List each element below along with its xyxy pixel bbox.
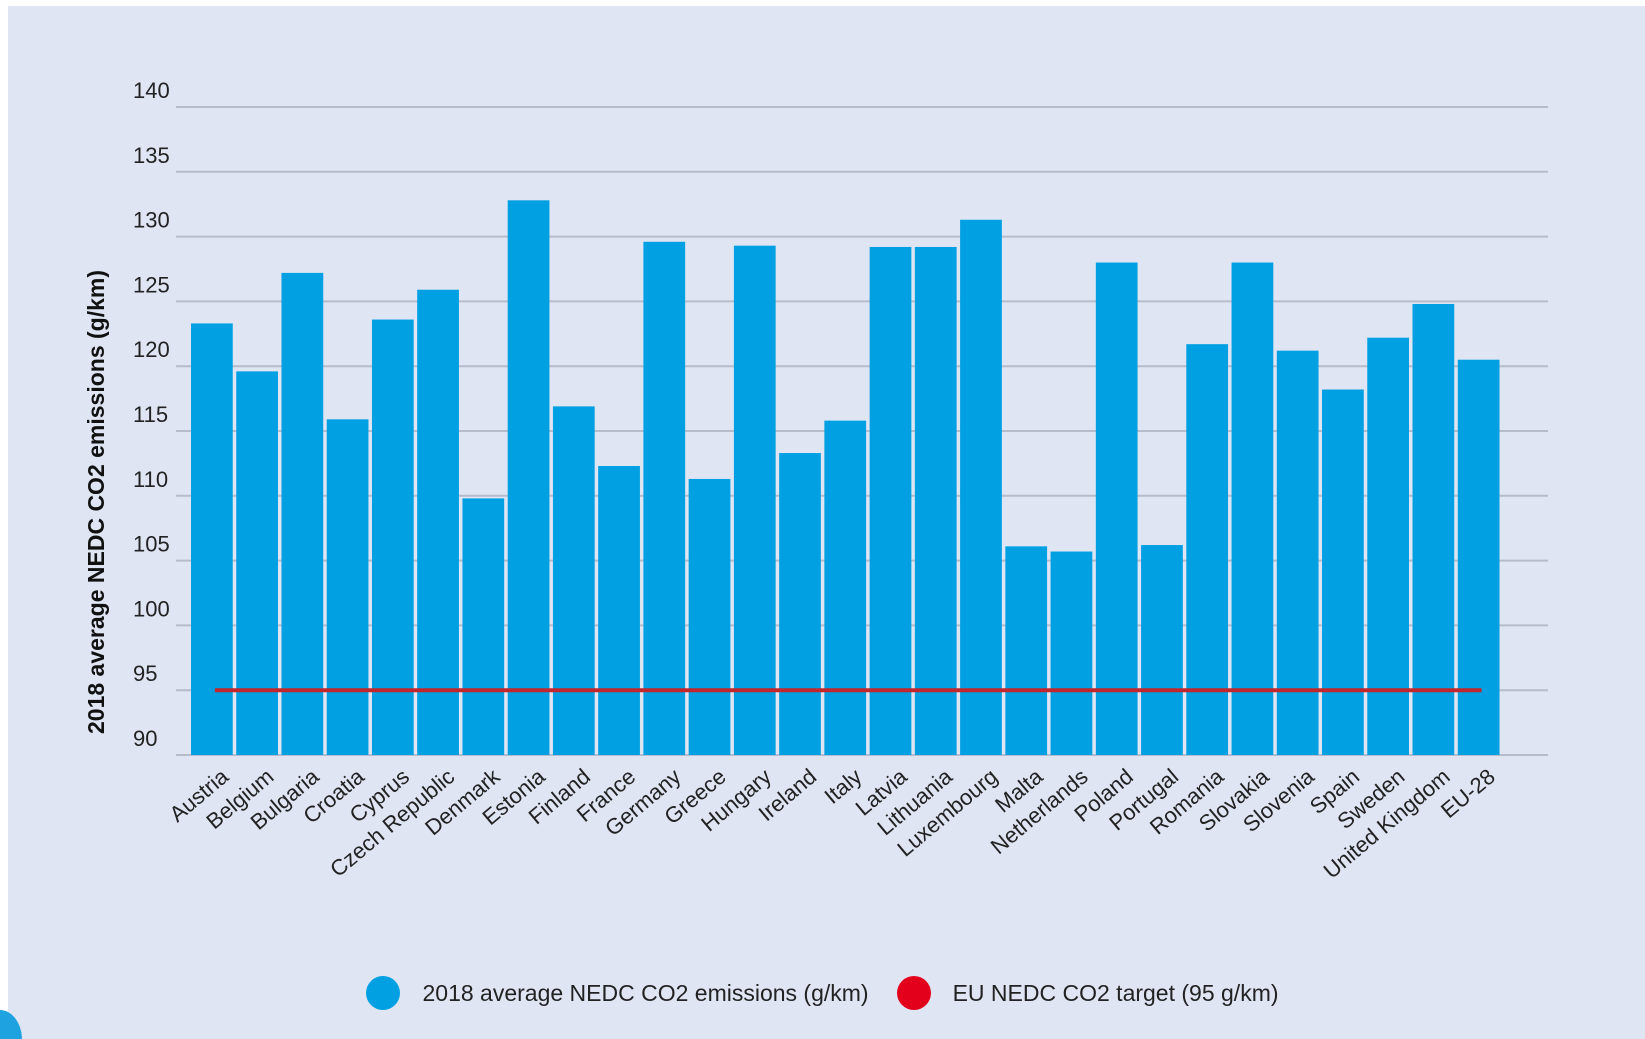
legend-item-emissions: 2018 average NEDC CO2 emissions (g/km) — [366, 976, 869, 1010]
y-tick-labels: 90 95 100 105 110 115 120 125 130 135 140 — [133, 78, 170, 751]
bar-lithuania — [914, 246, 957, 755]
bar-austria — [191, 323, 233, 755]
bar-portugal — [1141, 545, 1183, 755]
legend: 2018 average NEDC CO2 emissions (g/km) E… — [0, 976, 1645, 1010]
bar-czech-republic — [417, 289, 459, 755]
y-tick-label: 90 — [133, 726, 157, 751]
bar-ireland — [779, 453, 821, 755]
bar-netherlands — [1050, 551, 1093, 755]
y-tick-label: 105 — [133, 532, 170, 557]
bar-spain — [1322, 389, 1364, 755]
legend-label-emissions: 2018 average NEDC CO2 emissions (g/km) — [422, 979, 869, 1006]
legend-swatch-emissions — [366, 976, 401, 1010]
y-tick-label: 135 — [133, 143, 170, 168]
y-tick-label: 140 — [133, 78, 170, 103]
bar-slovakia — [1231, 262, 1274, 755]
bar-poland — [1095, 262, 1138, 755]
y-axis-title: 2018 average NEDC CO2 emissions (g/km) — [83, 270, 109, 734]
bar-malta — [1005, 546, 1048, 755]
bar-eu-28 — [1457, 359, 1500, 755]
bar-cyprus — [371, 319, 414, 755]
bar-germany — [643, 241, 686, 755]
y-tick-label: 120 — [133, 337, 170, 362]
bar-belgium — [236, 371, 278, 755]
y-tick-label: 130 — [133, 208, 170, 233]
bar-bulgaria — [281, 272, 324, 755]
y-tick-label: 115 — [133, 402, 168, 427]
bar-croatia — [326, 419, 369, 755]
legend-item-target: EU NEDC CO2 target (95 g/km) — [896, 976, 1279, 1010]
bar-united-kingdom — [1412, 303, 1455, 755]
bars — [191, 200, 1500, 755]
bar-sweden — [1367, 337, 1410, 755]
bar-luxembourg — [960, 219, 1002, 755]
bar-romania — [1186, 344, 1229, 755]
bar-estonia — [507, 200, 550, 755]
bar-finland — [552, 406, 595, 755]
bar-italy — [824, 420, 867, 755]
bar-latvia — [869, 246, 912, 755]
bar-denmark — [462, 498, 505, 755]
x-tick-labels: AustriaBelgiumBulgariaCroatiaCyprusCzech… — [165, 763, 1500, 883]
y-tick-label: 100 — [133, 596, 170, 621]
legend-swatch-target — [896, 976, 931, 1010]
y-tick-label: 110 — [133, 467, 168, 492]
legend-label-target: EU NEDC CO2 target (95 g/km) — [952, 979, 1279, 1006]
y-tick-label: 125 — [133, 272, 170, 297]
bar-hungary — [733, 245, 776, 755]
bar-slovenia — [1276, 350, 1319, 755]
bar-france — [598, 465, 640, 755]
y-tick-label: 95 — [133, 661, 157, 686]
bar-greece — [688, 478, 731, 755]
